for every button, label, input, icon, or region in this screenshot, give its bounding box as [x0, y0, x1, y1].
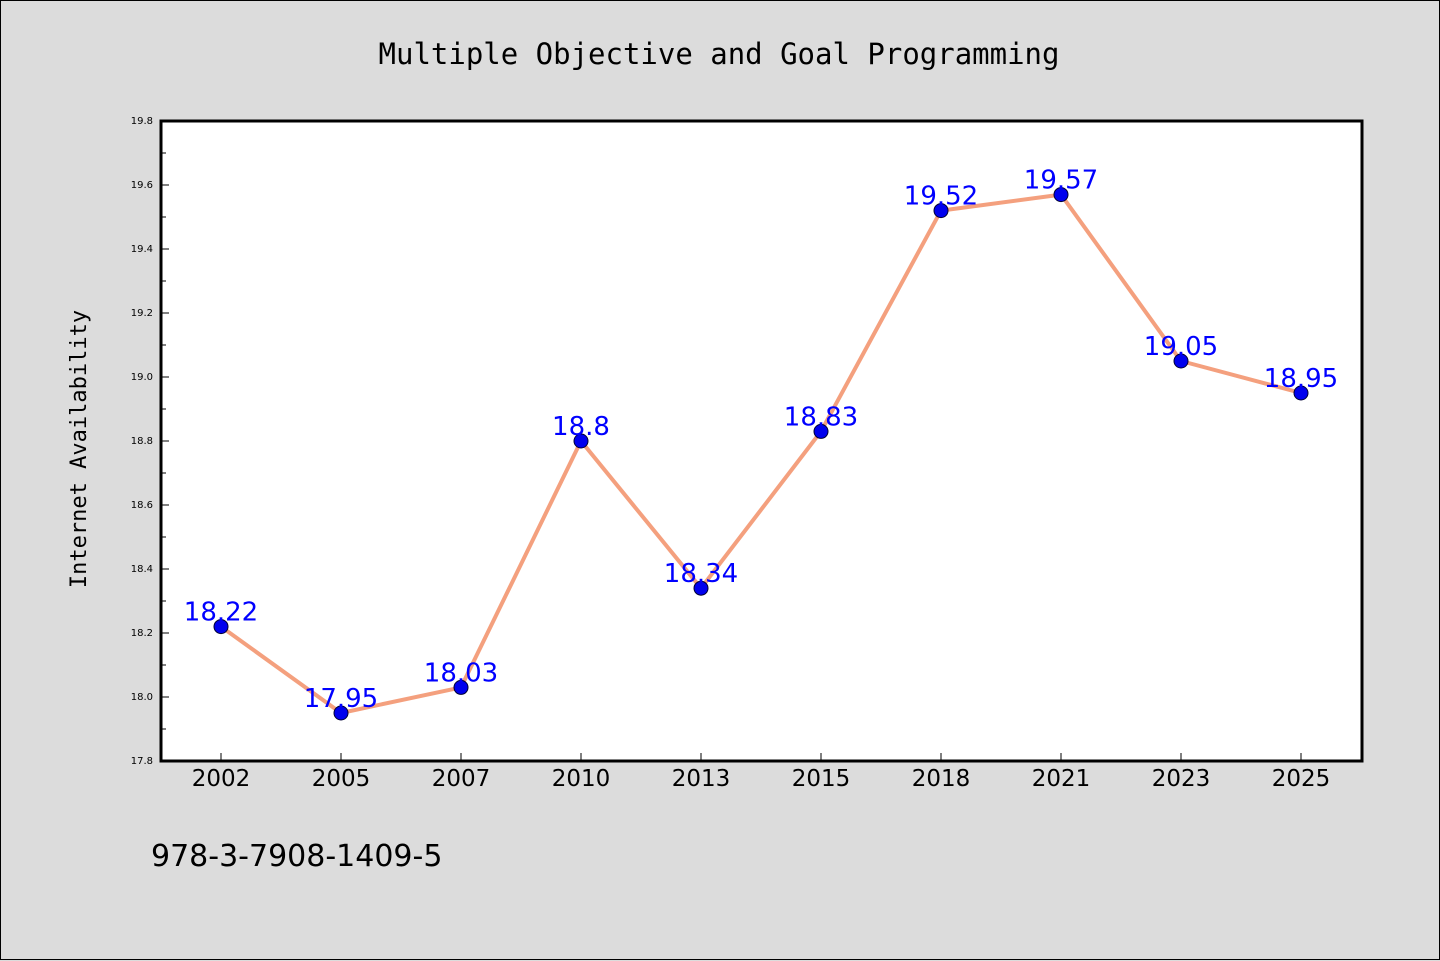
data-label: 18.34	[664, 559, 738, 589]
y-tick-label: 18.8	[131, 436, 153, 447]
data-point	[1173, 353, 1189, 369]
data-point	[1293, 385, 1309, 401]
y-tick-label: 19.0	[131, 372, 153, 383]
y-tick-label: 19.4	[131, 244, 153, 255]
data-point	[1053, 187, 1069, 203]
data-label: 18.22	[184, 598, 258, 628]
data-label: 18.8	[552, 412, 610, 442]
x-tick-label: 2023	[1152, 766, 1211, 792]
data-label: 18.83	[784, 402, 858, 432]
data-label: 18.95	[1264, 364, 1338, 394]
series-line	[219, 192, 1302, 715]
x-tick-label: 2021	[1032, 766, 1091, 792]
data-point	[693, 580, 709, 596]
x-tick-label: 2015	[792, 766, 851, 792]
series-markers	[213, 187, 1309, 721]
x-axis: 2002 2005 2007 2010 2013 2015 2018 2021 2023 2025	[192, 753, 1331, 792]
y-tick-label: 19.6	[131, 180, 153, 191]
data-label: 17.95	[304, 684, 378, 714]
y-tick-label: 19.8	[131, 116, 153, 127]
y-axis: 17.8 18.0 18.2 18.4 18.6 18.8 19.0 19.2 19.4 19.6…	[131, 116, 169, 767]
isbn-text: 978-3-7908-1409-5	[151, 839, 442, 874]
chart-title: Multiple Objective and Goal Programming	[379, 37, 1060, 71]
data-point	[573, 433, 589, 449]
y-tick-label: 18.2	[131, 628, 153, 639]
data-point	[213, 619, 229, 635]
x-tick-label: 2018	[912, 766, 971, 792]
x-tick-label: 2013	[672, 766, 731, 792]
series-line-group	[219, 192, 1302, 715]
x-tick-label: 2025	[1272, 766, 1331, 792]
data-point	[453, 679, 469, 695]
data-label: 19.52	[904, 182, 978, 212]
y-tick-label: 18.6	[131, 500, 153, 511]
y-tick-label: 19.2	[131, 308, 153, 319]
data-point	[813, 423, 829, 439]
data-labels: 18.22 17.95 18.03 18.8 18.34 18.83 19.52 19.57 1…	[184, 166, 1338, 714]
data-point	[933, 203, 949, 219]
plot-area	[159, 119, 1364, 763]
y-tick-label: 17.8	[131, 756, 153, 767]
x-tick-label: 2005	[312, 766, 371, 792]
data-label: 18.03	[424, 658, 498, 688]
y-axis-label: Internet Availability	[67, 310, 92, 588]
data-label: 19.05	[1144, 332, 1218, 362]
x-tick-label: 2002	[192, 766, 251, 792]
y-tick-label: 18.4	[131, 564, 153, 575]
x-tick-label: 2010	[552, 766, 611, 792]
data-label: 19.57	[1024, 166, 1098, 196]
x-tick-label: 2007	[432, 766, 491, 792]
data-point	[333, 705, 349, 721]
y-tick-label: 18.0	[131, 692, 153, 703]
